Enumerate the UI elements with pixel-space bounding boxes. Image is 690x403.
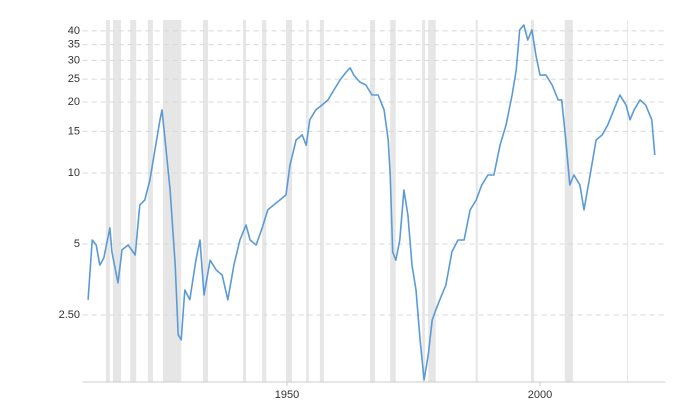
- recession-band: [626, 20, 629, 382]
- recession-band: [475, 20, 478, 382]
- y-tick-label: 40: [68, 25, 80, 37]
- recession-band: [306, 20, 309, 382]
- recession-band: [422, 20, 426, 382]
- recession-band: [390, 20, 396, 382]
- line: [87, 24, 656, 381]
- recession-band: [285, 20, 293, 382]
- recession-band: [242, 20, 247, 382]
- recession-band: [147, 20, 153, 382]
- recession-band: [530, 20, 534, 382]
- recession-band: [112, 20, 122, 382]
- recession-band: [428, 20, 436, 382]
- y-tick-label: 10: [68, 167, 80, 179]
- recession-band: [130, 20, 137, 382]
- y-tick-label: 30: [68, 54, 80, 66]
- recession-band: [202, 20, 209, 382]
- recession-band: [319, 20, 324, 382]
- recession-band: [105, 20, 110, 382]
- recession-band: [262, 20, 267, 382]
- recession-band: [564, 20, 573, 382]
- x-tick-label: 2000: [528, 389, 552, 401]
- y-tick-label: 2.50: [59, 309, 80, 321]
- x-tick-label: 1950: [275, 389, 299, 401]
- recession-band: [369, 20, 376, 382]
- y-tick-label: 20: [68, 96, 80, 108]
- y-tick-label: 35: [68, 39, 80, 51]
- y-tick-label: 15: [68, 125, 80, 137]
- y-tick-label: 25: [68, 73, 80, 85]
- y-tick-label: 5: [74, 238, 80, 250]
